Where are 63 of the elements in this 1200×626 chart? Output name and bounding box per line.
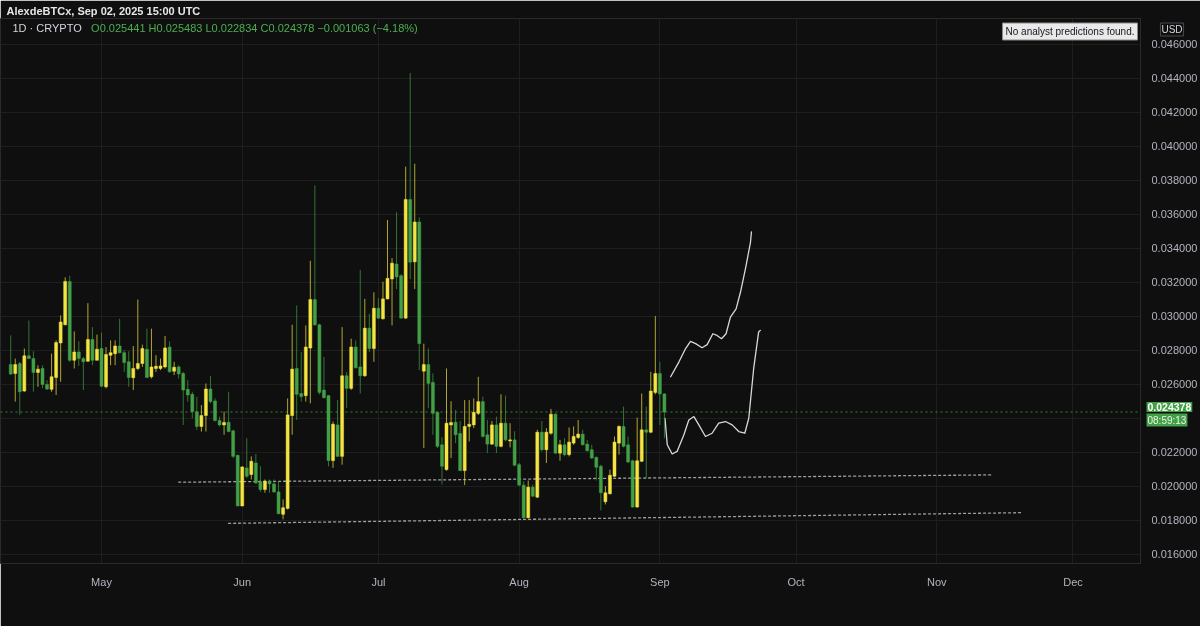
candlestick [77,340,81,367]
candlestick [245,437,249,479]
candlestick [358,269,363,394]
candlestick [31,350,36,393]
y-tick-label: 0.042000 [1151,106,1198,119]
y-tick-label: 0.026000 [1151,378,1198,391]
annotation: No analyst predictions found. [1005,26,1135,37]
y-tick-label: 0.030000 [1151,310,1198,323]
candlestick [422,343,426,449]
candlestick [490,420,494,446]
x-tick-label: Jul [371,575,386,588]
y-tick-label: 0.038000 [1151,174,1198,187]
y-tick-label: 0.034000 [1151,242,1198,255]
chart-subtitle: O0.025441 H0.025483 L0.022834 C0.024378 −0.001063 (−4.18%) [91,21,418,34]
text: AlexdeBTCx, Sep 02, 2025 15:00 UTC [6,5,201,17]
candlestick [172,361,176,376]
candlestick [90,326,95,366]
candlestick [86,302,90,363]
candlestick [222,411,226,436]
x-tick-label: Oct [787,575,805,588]
y-tick-label: 0.044000 [1151,72,1198,85]
x-tick-label: May [91,575,113,588]
candlestick [562,437,567,457]
y-tick-label: 0.022000 [1151,446,1198,459]
candlestick [540,420,544,452]
candlestick [8,334,13,376]
y-tick-label: 0.040000 [1151,140,1198,153]
candlestick [376,297,381,320]
candlestick [276,480,281,515]
x-tick-label: Sep [650,575,670,588]
text: 08:59:13 [1147,414,1187,426]
candlestick [499,393,503,448]
y-tick-label: 0.028000 [1151,344,1198,357]
candlestick [140,344,145,368]
candlestick [249,455,254,480]
candlestick [36,364,40,388]
x-tick-label: Nov [927,575,948,588]
candlestick [13,358,17,403]
candlestick [126,350,131,388]
candlestick [299,351,303,403]
y-tick-label: 0.018000 [1151,514,1198,527]
candlestick [258,465,263,493]
ref-line-label: 0.024378 [1147,401,1192,414]
y-axis-title: USD [1161,24,1183,35]
candlestick [558,439,562,462]
candlestick [72,330,77,369]
candlestick [40,364,45,389]
y-tick-label: 0.032000 [1151,276,1198,289]
y-tick-label: 0.016000 [1151,548,1198,561]
x-tick-label: Aug [509,575,529,588]
x-tick-label: Dec [1063,575,1084,588]
candlestick [95,334,99,361]
y-tick-label: 0.046000 [1151,38,1198,51]
chart-title: 1D · CRYPTO [12,21,83,34]
candlestick [494,416,499,454]
y-tick-label: 0.020000 [1151,480,1198,493]
candlestick [508,422,512,448]
candlestick [367,313,372,353]
x-tick-label: Jun [233,575,252,588]
candlestick [131,345,136,391]
y-tick-label: 0.036000 [1151,208,1198,221]
candlestick [344,371,349,409]
candlestick [149,328,154,379]
